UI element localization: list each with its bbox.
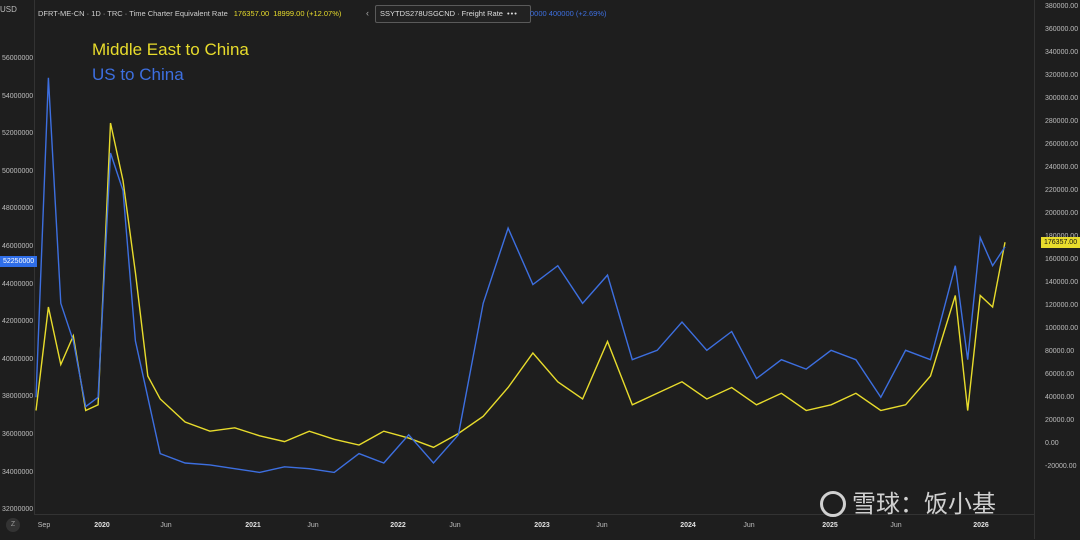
time-axis-tick: Jun — [160, 522, 172, 529]
time-axis-tick: Jun — [449, 522, 461, 529]
series-line-us-to-china — [35, 77, 1006, 474]
series-line-middle-east-to-china — [35, 122, 1006, 449]
time-axis-tick: Jun — [890, 522, 902, 529]
right-axis-tick: -20000.00 — [1045, 463, 1077, 470]
right-axis-tick: 240000.00 — [1045, 164, 1079, 171]
last-price-label-left: 52250000 — [0, 256, 38, 267]
left-axis-tick: 32000000 — [2, 506, 34, 514]
compare-values: 0000 400000 (+2.69%) — [530, 9, 607, 18]
right-axis-tick: 200000.00 — [1045, 210, 1079, 217]
time-axis-tick: 2025 — [822, 522, 838, 529]
last-price-label-right: 176357.00 — [1041, 237, 1080, 248]
right-axis-tick: 40000.00 — [1045, 394, 1075, 401]
right-axis-tick: 120000.00 — [1045, 302, 1079, 309]
right-axis-tick: 20000.00 — [1045, 417, 1075, 424]
watermark: 雪球：饭小基 — [820, 484, 996, 519]
right-axis-tick: 340000.00 — [1045, 49, 1079, 56]
time-axis-tick: 2026 — [973, 522, 989, 529]
left-axis-tick: 40000000 — [2, 355, 34, 363]
time-axis-tick: Sep — [37, 522, 51, 529]
watermark-text: 雪球：饭小基 — [852, 491, 996, 518]
left-axis-tick: 42000000 — [2, 318, 34, 326]
main-symbol-name: DFRT-ME-CN · 1D · TRC · Time Charter Equ… — [38, 9, 228, 18]
xueqiu-logo-icon — [820, 491, 846, 517]
right-axis-tick: 180000.00 — [1045, 233, 1078, 240]
time-axis[interactable]: Sep 2020 Jun 2021 Jun 2022 Jun 2023 Jun 2024 Jun 20… — [34, 514, 1034, 540]
right-axis-tick: 260000.00 — [1045, 141, 1079, 148]
left-axis-tick: 36000000 — [2, 431, 34, 438]
left-axis-tick: 38000000 — [2, 393, 34, 401]
right-axis-tick: 300000.00 — [1045, 95, 1079, 102]
right-axis-tick: 360000.00 — [1045, 26, 1079, 33]
right-axis-tick: 80000.00 — [1045, 348, 1075, 355]
time-axis-tick: 2020 — [94, 522, 110, 529]
zoom-reset-button[interactable]: Z — [6, 518, 20, 532]
left-axis-tick: 48000000 — [2, 205, 34, 213]
left-axis-tick: 34000000 — [2, 468, 34, 476]
legend-middle-east-to-china: Middle East to China — [92, 40, 249, 59]
right-axis-tick: 100000.00 — [1045, 325, 1079, 332]
left-price-axis[interactable]: 56000000 54000000 52000000 50000000 48000000… — [0, 0, 34, 539]
currency-badge: USD — [0, 5, 17, 14]
compare-symbol-name: SSYTDS278USGCND · Freight Rate — [380, 9, 503, 18]
left-axis-tick: 44000000 — [2, 280, 34, 288]
right-axis-tick: 0.00 — [1045, 440, 1059, 447]
right-axis-tick: 60000.00 — [1045, 371, 1075, 378]
left-axis-tick: 52000000 — [2, 130, 34, 138]
time-axis-tick: Jun — [743, 522, 755, 529]
right-price-axis[interactable]: 380000.00 360000.00 340000.00 320000.00 3000… — [1034, 0, 1080, 539]
right-axis-tick: 160000.00 — [1045, 256, 1079, 263]
left-axis-tick: 56000000 — [2, 55, 34, 62]
right-axis-tick: 380000.00 — [1045, 3, 1079, 10]
left-axis-tick: 50000000 — [2, 167, 34, 175]
main-last-value: 176357.00 — [233, 9, 270, 18]
time-axis-tick: 2021 — [245, 522, 261, 529]
legend-us-to-china: US to China — [92, 65, 184, 84]
time-axis-tick: 2023 — [534, 522, 550, 529]
right-axis-tick: 320000.00 — [1045, 72, 1079, 79]
time-axis-tick: Jun — [596, 522, 608, 529]
compare-symbol-box[interactable]: SSYTDS278USGCND · Freight Rate ••• — [375, 5, 531, 23]
right-axis-tick: 140000.00 — [1045, 279, 1079, 286]
collapse-arrow-icon[interactable]: ‹ — [366, 8, 369, 18]
chart-header: USD DFRT-ME-CN · 1D · TRC · Time Charter… — [0, 0, 1034, 28]
right-axis-tick: 220000.00 — [1045, 187, 1079, 194]
right-axis-tick: 280000.00 — [1045, 118, 1079, 125]
time-axis-tick: 2024 — [680, 522, 696, 529]
time-axis-tick: 2022 — [390, 522, 406, 529]
time-axis-tick: Jun — [307, 522, 319, 529]
left-axis-tick: 54000000 — [2, 92, 34, 100]
left-axis-tick: 46000000 — [2, 243, 34, 250]
more-options-icon[interactable]: ••• — [506, 9, 518, 18]
main-change-value: 18999.00 (+12.07%) — [273, 9, 342, 18]
main-symbol-header[interactable]: DFRT-ME-CN · 1D · TRC · Time Charter Equ… — [38, 9, 341, 18]
